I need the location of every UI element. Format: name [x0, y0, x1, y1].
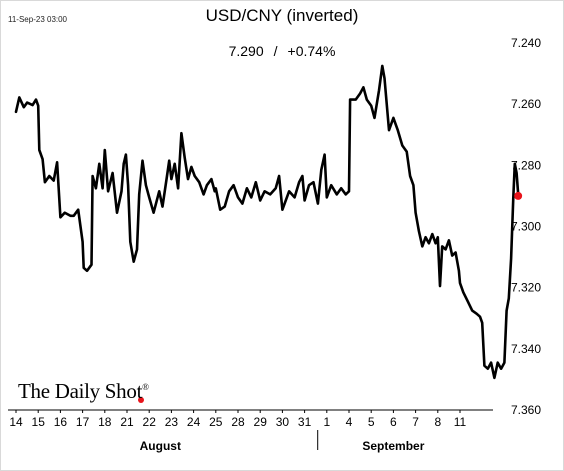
y-tick-label: 7.340	[511, 342, 541, 356]
x-tick-label: 14	[9, 415, 23, 429]
x-tick-label: 17	[76, 415, 90, 429]
x-tick-label: 25	[209, 415, 223, 429]
x-tick-label: 7	[412, 415, 419, 429]
x-tick-label: 22	[143, 415, 157, 429]
logo-red-dot	[138, 397, 144, 403]
x-tick-label: 30	[276, 415, 290, 429]
daily-shot-logo: The Daily Shot®	[18, 379, 149, 404]
x-axis: 14 15 16 17 18 21 22 23 24 25 28 29 30 31 1 4 5 6 7 8 11	[9, 410, 467, 429]
x-tick-label: 15	[32, 415, 46, 429]
y-tick-label: 7.300	[511, 220, 541, 234]
x-tick-label: 29	[254, 415, 268, 429]
x-tick-label: 28	[231, 415, 245, 429]
y-axis: 7.240 7.260 7.280 7.300 7.320 7.340 7.360	[511, 36, 541, 417]
series-group	[14, 64, 523, 403]
x-tick-label: 6	[390, 415, 397, 429]
x-tick-label: 1	[323, 415, 330, 429]
last-value-marker	[514, 191, 523, 200]
chart-title: USD/CNY (inverted)	[205, 6, 359, 25]
x-tick-label: 23	[165, 415, 179, 429]
month-labels: August September	[140, 430, 425, 453]
registered-mark: ®	[142, 382, 149, 392]
last-value: 7.290	[228, 43, 264, 59]
y-tick-label: 7.280	[511, 158, 541, 172]
y-tick-label: 7.240	[511, 36, 541, 50]
month-label: August	[140, 439, 181, 453]
value-separator: /	[273, 43, 278, 59]
x-tick-label: 18	[98, 415, 112, 429]
y-tick-label: 7.260	[511, 97, 541, 111]
x-tick-label: 16	[54, 415, 68, 429]
y-tick-label: 7.320	[511, 281, 541, 295]
timestamp: 11-Sep-23 03:00	[8, 15, 68, 24]
x-tick-label: 4	[346, 415, 353, 429]
x-tick-label: 21	[120, 415, 134, 429]
usd-cny-series-line	[14, 64, 520, 380]
x-tick-label: 24	[187, 415, 201, 429]
x-tick-label: 5	[368, 415, 375, 429]
month-label: September	[362, 439, 424, 453]
percent-change: +0.74%	[287, 43, 336, 59]
x-tick-label: 8	[434, 415, 441, 429]
x-tick-label: 11	[454, 415, 467, 429]
chart-subtitle: 7.290 / +0.74%	[0, 43, 564, 59]
brand-name: The Daily Shot	[18, 379, 143, 403]
y-tick-label: 7.360	[511, 403, 541, 417]
x-tick-label: 31	[298, 415, 312, 429]
